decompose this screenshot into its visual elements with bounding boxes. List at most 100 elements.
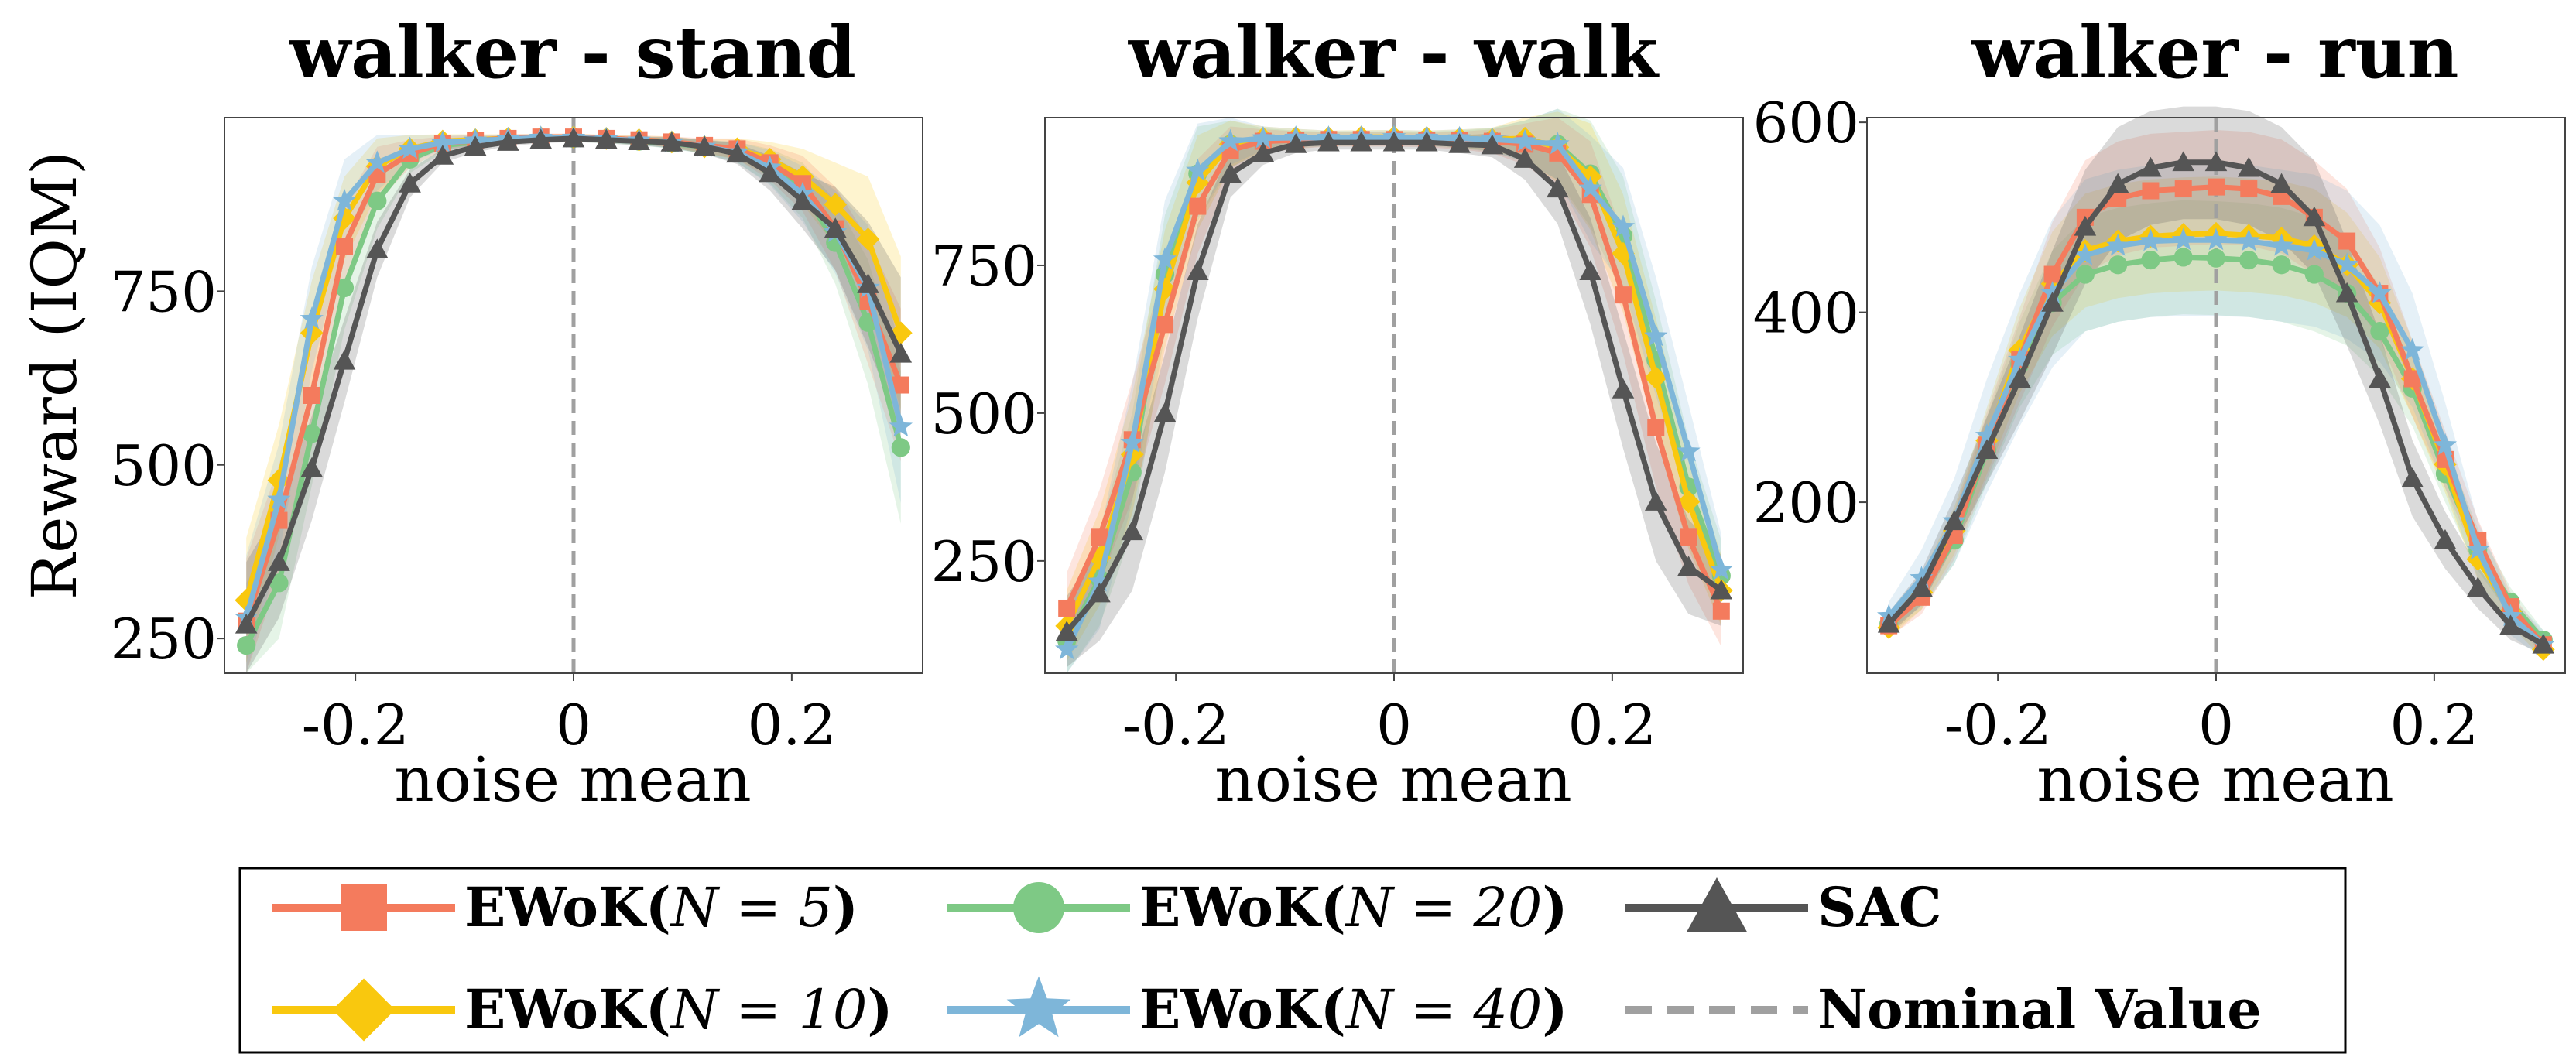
data-point-sac — [235, 613, 258, 634]
data-point-sac — [2335, 282, 2358, 303]
legend: EWoK(N = 5) EWoK(N = 20) SAC EWoK(N = 10) EW… — [238, 867, 2347, 1054]
data-point-n10 — [889, 321, 913, 345]
data-point-sac — [431, 145, 454, 165]
data-point-n20 — [2075, 265, 2095, 284]
data-point-sac — [1910, 576, 1933, 597]
data-point-sac — [1382, 131, 1406, 152]
data-point-sac — [2204, 151, 2228, 172]
data-point-n40 — [2269, 233, 2293, 256]
data-point-n40 — [2368, 281, 2392, 303]
plot-area-2: -0.2 0 0.2 200 400 600 — [1753, 91, 2566, 758]
data-point-n10 — [1186, 171, 1210, 194]
plot-area-1: -0.2 0 0.2 250 500 750 — [931, 108, 1744, 758]
plot-area-0: -0.2 0 0.2 250 500 750 — [111, 117, 923, 758]
y-tick-label: 500 — [111, 433, 217, 498]
data-point-sac — [1481, 134, 1504, 155]
data-point-n20 — [334, 278, 355, 297]
y-axis-label: Reward (IQM) — [19, 151, 91, 600]
data-point-sac — [759, 162, 781, 183]
data-point-n40 — [398, 136, 422, 159]
x-axis-label: noise mean — [394, 744, 752, 816]
data-point-sac — [300, 457, 324, 477]
data-point-n40 — [1251, 125, 1275, 149]
x-tick-label: 0 — [1376, 693, 1412, 758]
data-point-n40 — [1218, 128, 1242, 152]
data-point-sac — [2270, 173, 2293, 193]
data-point-n40 — [2073, 243, 2097, 265]
data-point-n5 — [892, 376, 909, 394]
data-point-sac — [824, 217, 847, 238]
legend-frame — [238, 867, 2347, 1054]
data-point-sac — [1252, 142, 1275, 162]
data-point-sac — [791, 190, 814, 210]
data-point-sac — [1187, 260, 1209, 281]
confidence-band-n5 — [1889, 130, 2543, 655]
data-point-sac — [889, 342, 913, 363]
data-point-n40 — [1578, 176, 1602, 199]
data-point-n40 — [2204, 227, 2228, 251]
data-point-sac — [2401, 467, 2424, 487]
data-point-sac — [497, 131, 519, 151]
legend-label: EWoK(N = 40) — [1139, 977, 1568, 1042]
legend-entry: EWoK(N = 10) — [272, 977, 893, 1042]
y-tick-label: 250 — [111, 607, 217, 672]
legend-entry: EWoK(N = 5) — [272, 875, 858, 939]
data-point-n5 — [2142, 182, 2160, 200]
data-point-n40 — [2139, 228, 2163, 251]
data-point-sac — [366, 238, 389, 258]
data-point-sac — [2303, 206, 2326, 227]
legend-entry: SAC — [1625, 875, 1942, 939]
data-point-sac — [529, 128, 553, 149]
data-point-sac — [1448, 133, 1471, 153]
data-point-n40 — [2237, 228, 2261, 251]
legend-label: EWoK(N = 20) — [1139, 875, 1568, 939]
data-point-n40 — [1975, 423, 1999, 446]
data-point-n40 — [2335, 252, 2359, 275]
data-point-n20 — [237, 636, 256, 655]
data-point-sac — [1219, 162, 1242, 183]
data-point-sac — [1677, 556, 1700, 576]
data-point-sac — [399, 172, 421, 193]
data-point-sac — [594, 128, 618, 149]
data-point-sac — [268, 551, 290, 571]
subplot-title: walker - stand — [289, 11, 856, 94]
data-point-n5 — [1712, 602, 1730, 620]
legend-entry: Nominal Value — [1625, 977, 2262, 1042]
data-point-n5 — [1680, 528, 1697, 546]
data-point-n40 — [1186, 158, 1210, 181]
data-point-n10 — [1644, 366, 1668, 389]
x-tick-label: -0.2 — [1944, 693, 2052, 758]
legend-label: EWoK(N = 5) — [464, 875, 858, 939]
data-point-sac — [2466, 576, 2489, 597]
y-tick-label: 750 — [111, 259, 217, 324]
data-point-n5 — [1091, 528, 1108, 546]
data-point-n20 — [891, 438, 910, 457]
data-point-sac — [726, 142, 748, 163]
x-tick-label: 0.2 — [1568, 693, 1657, 758]
data-point-sac — [2041, 292, 2064, 312]
data-point-n20 — [2206, 248, 2226, 268]
data-point-sac — [2009, 368, 2031, 388]
data-point-n40 — [430, 130, 454, 153]
confidence-band-sac — [246, 135, 901, 673]
data-point-n40 — [2400, 337, 2424, 361]
subplot-title: walker - walk — [1128, 11, 1660, 94]
data-point-n40 — [332, 188, 357, 211]
data-point-n20 — [2174, 248, 2193, 267]
data-point-n5 — [2208, 178, 2225, 196]
y-tick-label: 400 — [1753, 281, 1859, 346]
data-point-n5 — [1156, 316, 1174, 334]
data-point-n5 — [1614, 286, 1632, 304]
data-point-sac — [333, 349, 356, 370]
subplot-walker-stand: walker - stand Reward (IQM) noise mean — [19, 11, 856, 816]
data-point-n40 — [1153, 247, 1177, 270]
data-point-n20 — [2370, 322, 2389, 341]
data-point-n10 — [1088, 546, 1112, 570]
data-point-n20 — [2304, 265, 2324, 284]
data-point-n40 — [300, 306, 324, 330]
data-point-sac — [1055, 621, 1078, 641]
data-point-sac — [1644, 491, 1667, 511]
x-axis-label: noise mean — [1214, 744, 1572, 816]
data-point-n5 — [2403, 370, 2421, 388]
data-point-sac — [2074, 215, 2097, 236]
